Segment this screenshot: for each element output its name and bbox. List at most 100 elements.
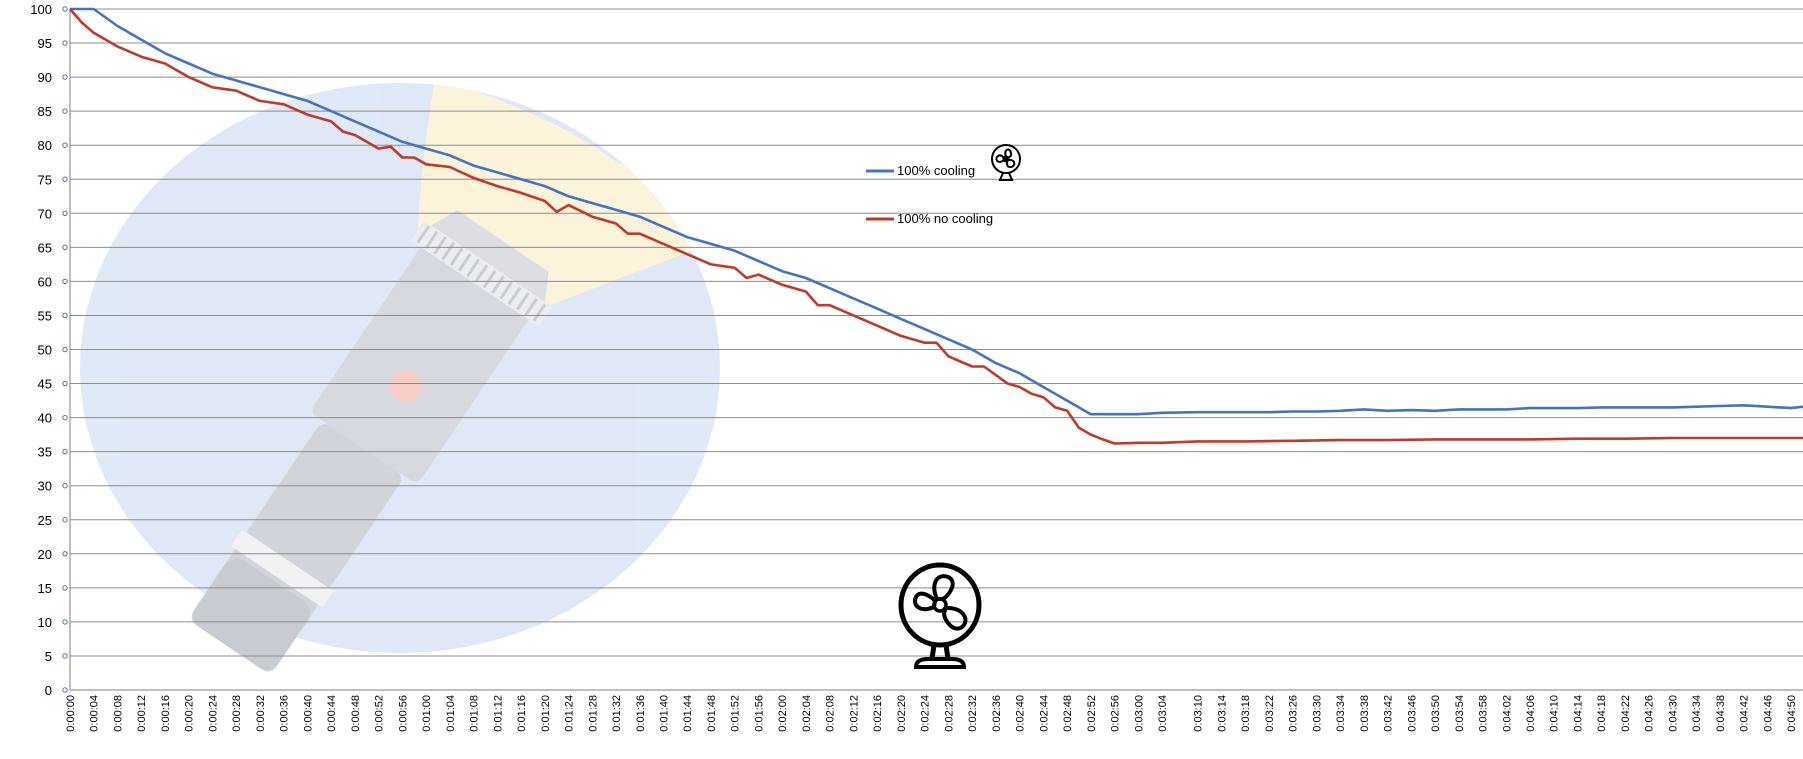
x-tick-label: 0:00:44 xyxy=(326,695,338,732)
x-tick-label: 0:03:38 xyxy=(1359,695,1371,732)
series-lines xyxy=(69,7,1803,445)
x-tick-label: 0:04:22 xyxy=(1620,695,1632,732)
x-tick-label: 0:03:42 xyxy=(1383,695,1395,732)
x-tick-label: 0:03:30 xyxy=(1311,695,1323,732)
x-tick-label: 0:01:28 xyxy=(587,695,599,732)
y-tick-label: 65 xyxy=(38,240,52,255)
x-tick-label: 0:00:48 xyxy=(350,695,362,732)
y-tick-marker xyxy=(62,176,68,182)
y-tick-marker xyxy=(62,74,68,80)
flashlight-icon xyxy=(80,83,720,672)
x-tick-label: 0:01:12 xyxy=(492,695,504,732)
y-tick-marker xyxy=(62,687,68,693)
gridlines xyxy=(70,8,1803,691)
y-tick-marker xyxy=(62,346,68,353)
x-tick-label: 0:04:46 xyxy=(1762,695,1774,732)
x-tick-label: 0:02:28 xyxy=(943,695,955,732)
x-tick-label: 0:01:08 xyxy=(469,695,481,732)
x-tick-label: 0:02:20 xyxy=(896,695,908,732)
x-tick-label: 0:02:04 xyxy=(801,695,813,732)
x-tick-label: 0:00:28 xyxy=(231,695,243,732)
y-tick-marker xyxy=(62,517,68,523)
x-tick-label: 0:01:32 xyxy=(611,695,623,732)
y-tick-label: 20 xyxy=(38,547,52,562)
x-tick-label: 0:01:00 xyxy=(421,695,433,732)
y-tick-label: 45 xyxy=(38,377,52,392)
x-tick-label: 0:03:22 xyxy=(1264,695,1276,732)
x-tick-label: 0:01:24 xyxy=(564,695,576,732)
series-line-no-cooling xyxy=(69,8,1803,445)
y-tick-marker xyxy=(62,551,68,557)
x-tick-label: 0:01:20 xyxy=(540,695,552,732)
x-tick-label: 0:03:46 xyxy=(1406,695,1418,732)
x-tick-label: 0:00:00 xyxy=(65,695,77,732)
x-tick-label: 0:00:12 xyxy=(136,695,148,732)
y-tick-marker xyxy=(62,278,68,285)
x-tick-label: 0:04:06 xyxy=(1525,695,1537,732)
x-tick-label: 0:03:18 xyxy=(1240,695,1252,732)
x-tick-label: 0:01:44 xyxy=(682,695,694,732)
y-tick-label: 80 xyxy=(38,138,52,153)
x-tick-label: 0:00:40 xyxy=(302,695,314,732)
y-tick-label: 50 xyxy=(38,343,52,358)
x-tick-label: 0:00:56 xyxy=(397,695,409,732)
legend-label-no-cooling: 100% no cooling xyxy=(897,211,993,226)
y-tick-label: 90 xyxy=(38,70,52,85)
y-tick-label: 70 xyxy=(38,206,52,221)
x-tick-label: 0:04:02 xyxy=(1501,695,1513,732)
x-tick-label: 0:04:14 xyxy=(1572,695,1584,732)
x-axis-tick-labels: 0:00:00 0:00:04 0:00:08 0:00:12 0:00:16 0:00:… xyxy=(65,695,1798,732)
x-tick-label: 0:01:40 xyxy=(658,695,670,732)
x-tick-label: 0:00:24 xyxy=(207,695,219,732)
x-tick-label: 0:01:52 xyxy=(730,695,742,732)
x-tick-label: 0:04:38 xyxy=(1715,695,1727,732)
fan-icon-large xyxy=(898,562,982,669)
x-tick-label: 0:02:56 xyxy=(1110,695,1122,732)
y-tick-label: 35 xyxy=(38,445,52,460)
x-tick-label: 0:03:54 xyxy=(1454,695,1466,732)
x-tick-label: 0:04:34 xyxy=(1691,695,1703,732)
x-tick-label: 0:01:16 xyxy=(516,695,528,732)
x-tick-label: 0:03:26 xyxy=(1288,695,1300,732)
x-tick-label: 0:02:32 xyxy=(967,695,979,732)
x-tick-label: 0:00:20 xyxy=(184,695,196,732)
y-tick-marker xyxy=(62,448,68,455)
x-tick-label: 0:02:00 xyxy=(777,695,789,732)
y-tick-label: 100 xyxy=(30,2,52,17)
x-tick-label: 0:04:30 xyxy=(1667,695,1679,732)
y-tick-label: 40 xyxy=(38,411,52,426)
x-tick-label: 0:02:36 xyxy=(991,695,1003,732)
y-tick-marker xyxy=(62,244,68,251)
y-tick-label: 95 xyxy=(38,36,52,51)
y-tick-marker xyxy=(62,210,68,217)
x-tick-label: 0:03:04 xyxy=(1157,695,1169,732)
y-tick-marker xyxy=(62,142,68,148)
x-tick-label: 0:04:10 xyxy=(1549,695,1561,732)
x-tick-label: 0:02:48 xyxy=(1062,695,1074,732)
y-tick-label: 75 xyxy=(38,172,52,187)
x-tick-label: 0:00:08 xyxy=(112,695,124,732)
x-tick-label: 0:03:10 xyxy=(1193,695,1205,732)
y-tick-marker xyxy=(62,108,68,114)
x-tick-label: 0:03:34 xyxy=(1335,695,1347,732)
y-tick-marker xyxy=(62,585,68,591)
legend-label-cooling: 100% cooling xyxy=(897,163,975,178)
y-tick-label: 25 xyxy=(38,513,52,528)
series-line-cooling xyxy=(70,7,1803,416)
y-tick-label: 60 xyxy=(38,274,52,289)
y-tick-label: 10 xyxy=(38,615,52,630)
y-tick-marker xyxy=(62,653,68,659)
x-tick-label: 0:02:44 xyxy=(1038,695,1050,732)
y-tick-label: 0 xyxy=(45,683,52,698)
x-tick-label: 0:03:58 xyxy=(1478,695,1490,732)
y-tick-marker xyxy=(62,6,68,12)
x-tick-label: 0:00:52 xyxy=(374,695,386,732)
x-tick-label: 0:01:56 xyxy=(753,695,765,732)
y-tick-marker xyxy=(62,312,68,319)
y-tick-label: 55 xyxy=(38,308,52,323)
y-tick-marker xyxy=(62,619,68,625)
x-tick-label: 0:02:52 xyxy=(1086,695,1098,732)
axes xyxy=(62,6,71,693)
y-tick-label: 85 xyxy=(38,104,52,119)
